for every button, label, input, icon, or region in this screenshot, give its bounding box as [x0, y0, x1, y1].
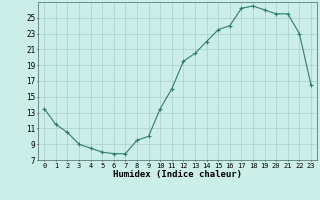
X-axis label: Humidex (Indice chaleur): Humidex (Indice chaleur) — [113, 170, 242, 179]
